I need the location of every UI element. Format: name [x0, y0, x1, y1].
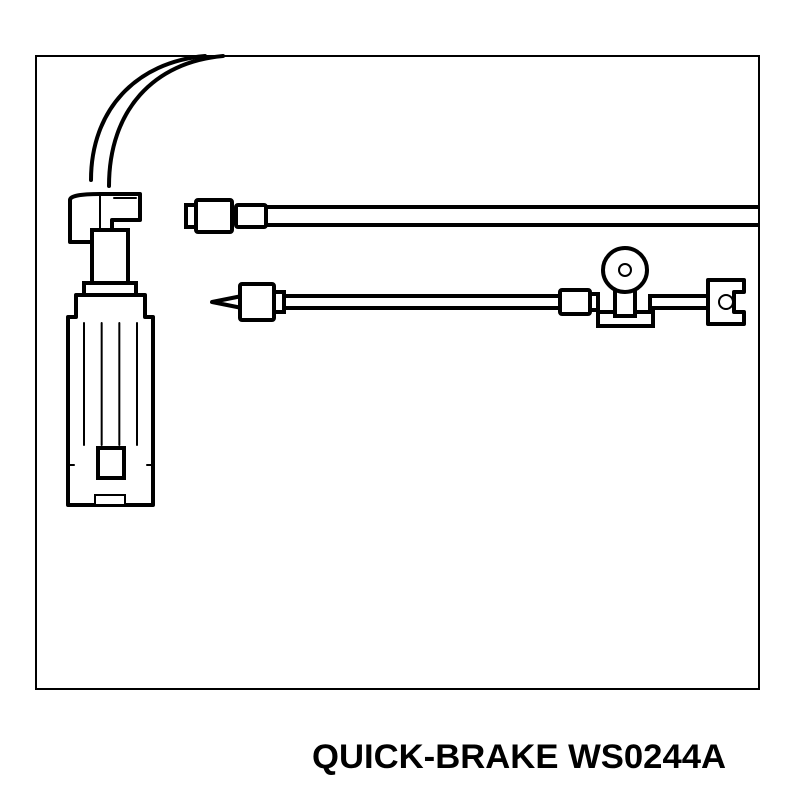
caption-line: QUICK-BRAKE WS0244A [312, 738, 726, 777]
diagram-svg [0, 0, 800, 800]
part-number-label: WS0244A [568, 738, 726, 776]
canvas: QUICK-BRAKE WS0244A [0, 0, 800, 800]
brand-label: QUICK-BRAKE [312, 738, 558, 776]
